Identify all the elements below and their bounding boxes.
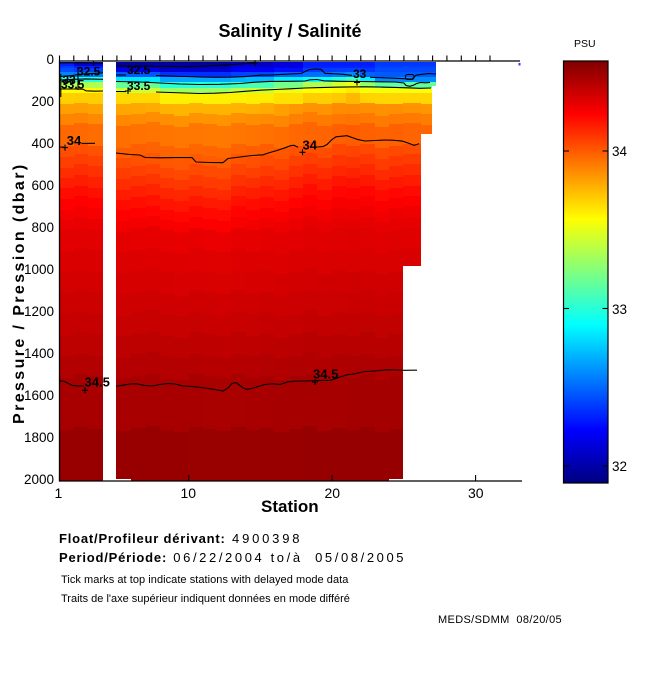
svg-text:32.5: 32.5	[77, 65, 101, 79]
svg-text:33: 33	[63, 73, 77, 87]
svg-text:34: 34	[303, 138, 318, 153]
svg-text:33.5: 33.5	[61, 78, 85, 92]
svg-text:33.5: 33.5	[127, 79, 151, 93]
svg-text:34: 34	[67, 133, 82, 148]
svg-text:34.5: 34.5	[85, 375, 110, 390]
svg-text:34.5: 34.5	[313, 367, 338, 382]
svg-text:33: 33	[353, 67, 367, 81]
svg-text:32.5: 32.5	[127, 63, 151, 77]
